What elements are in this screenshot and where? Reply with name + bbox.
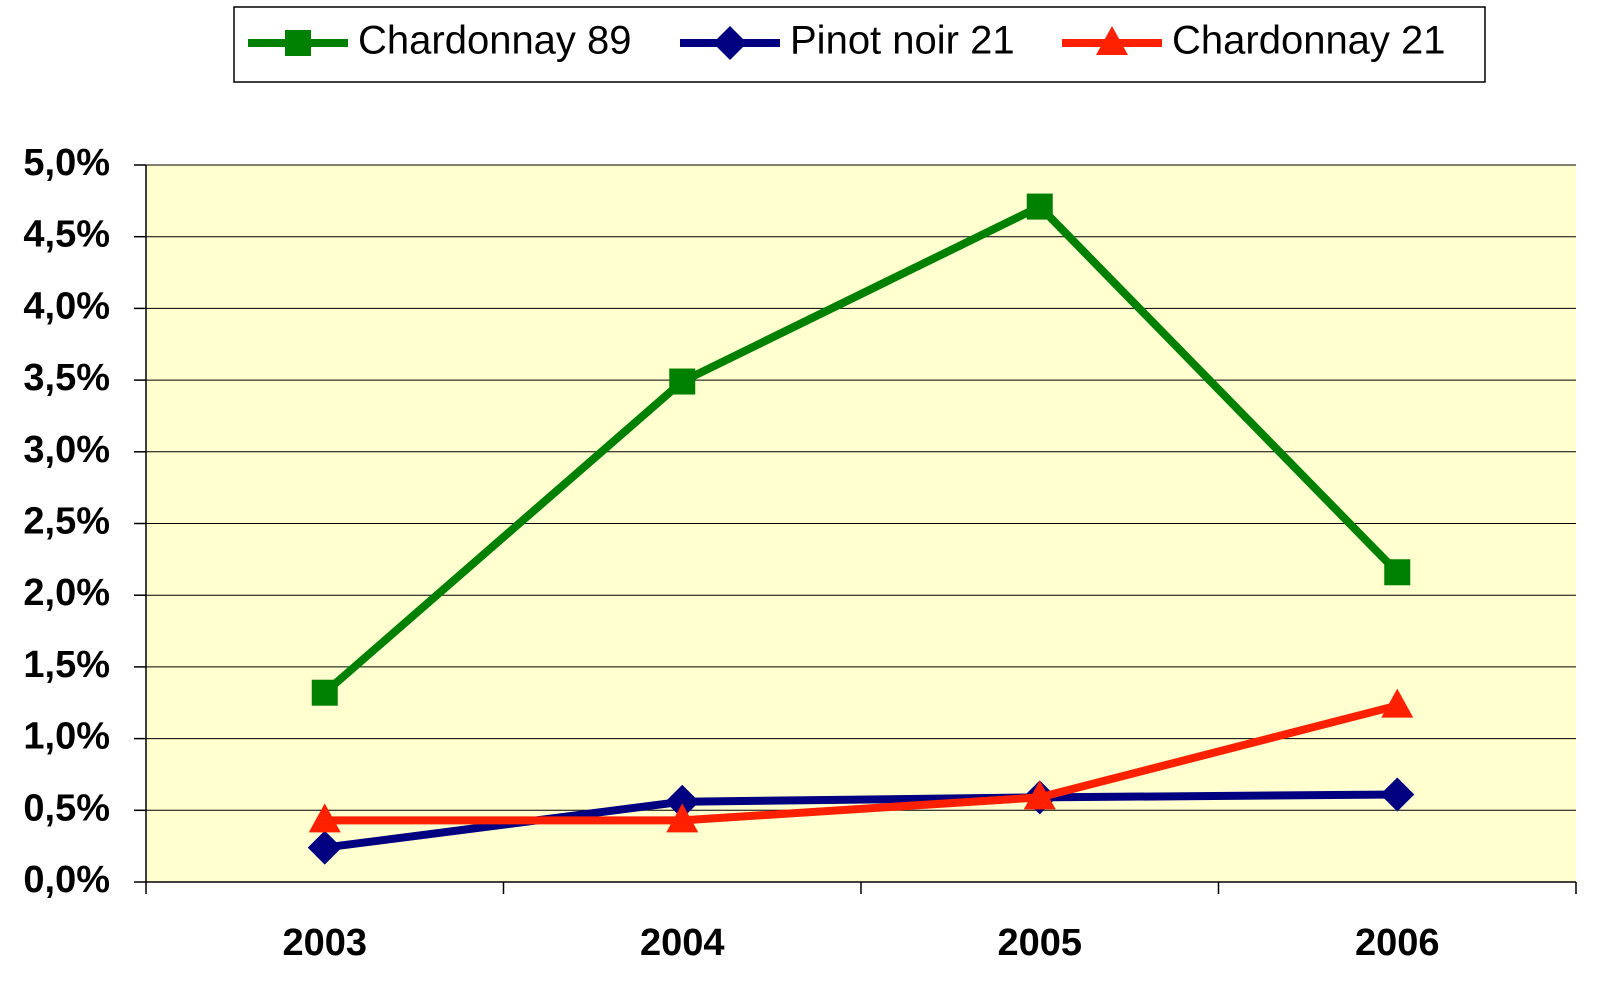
data-point: [308, 803, 341, 833]
y-tick-label: 5,0%: [23, 142, 110, 184]
y-tick-label: 0,5%: [23, 787, 110, 829]
data-point: [665, 784, 700, 819]
x-tick-label: 2005: [997, 922, 1082, 964]
data-point: [311, 679, 338, 706]
y-tick-label: 3,0%: [23, 429, 110, 471]
data-point: [307, 830, 342, 865]
legend-marker: [285, 30, 311, 56]
x-tick-label: 2003: [282, 922, 367, 964]
y-tick-label: 1,5%: [23, 644, 110, 686]
legend-label: Chardonnay 21: [1172, 19, 1446, 63]
legend-label: Chardonnay 89: [358, 19, 632, 63]
data-point: [1380, 777, 1415, 812]
series-line: [322, 202, 1401, 696]
data-point: [1381, 688, 1414, 718]
data-point: [1026, 193, 1053, 220]
y-tick-label: 0,0%: [23, 859, 110, 901]
data-point: [1023, 780, 1056, 810]
series-line: [324, 701, 1399, 825]
x-tick-label: 2006: [1355, 922, 1440, 964]
y-tick-label: 2,5%: [23, 501, 110, 543]
legend-label: Pinot noir 21: [790, 19, 1015, 63]
y-tick-label: 1,0%: [23, 716, 110, 758]
legend-marker: [1096, 26, 1128, 55]
data-point: [666, 803, 699, 833]
x-tick-label: 2004: [640, 922, 725, 964]
y-tick-label: 4,5%: [23, 214, 110, 256]
series-line: [324, 790, 1398, 852]
data-point: [1384, 559, 1411, 586]
y-tick-label: 4,0%: [23, 285, 110, 327]
data-point: [669, 368, 696, 395]
y-tick-label: 3,5%: [23, 357, 110, 399]
legend-marker: [713, 26, 747, 60]
legend-box: [233, 6, 1486, 83]
y-tick-label: 2,0%: [23, 572, 110, 614]
